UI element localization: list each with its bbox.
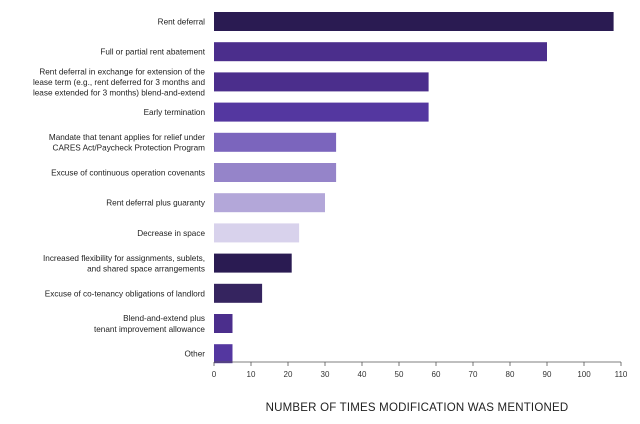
x-tick-label-11: 110 (615, 370, 628, 379)
bar-3 (214, 102, 429, 122)
category-label-line: Rent deferral (158, 18, 206, 27)
bar-9 (214, 283, 263, 303)
bar-0 (214, 12, 614, 31)
category-label-6: Rent deferral plus guaranty (106, 199, 206, 208)
bars (214, 12, 614, 364)
x-axis-title: NUMBER OF TIMES MODIFICATION WAS MENTION… (266, 402, 569, 414)
x-tick-label-4: 40 (358, 370, 367, 379)
x-tick-label-2: 20 (284, 370, 293, 379)
bar-6 (214, 193, 325, 213)
bar-5 (214, 163, 337, 182)
category-label-line: and shared space arrangements (87, 264, 205, 273)
bar-2 (214, 72, 429, 92)
category-label-line: Excuse of continuous operation covenants (51, 169, 205, 178)
category-label-line: Excuse of co-tenancy obligations of land… (45, 289, 206, 298)
x-tick-label-5: 50 (395, 370, 404, 379)
category-labels: Rent deferral Full or partial rent abatem… (33, 18, 206, 359)
category-label-line: Rent deferral plus guaranty (106, 199, 206, 208)
category-label-line: CARES Act/Paycheck Protection Program (53, 144, 206, 153)
category-label-line: lease extended for 3 months) blend-and-e… (33, 89, 205, 98)
bar-7 (214, 223, 300, 243)
category-label-line: Rent deferral in exchange for extension … (39, 67, 205, 76)
bar-8 (214, 253, 292, 273)
category-label-0: Rent deferral (158, 18, 206, 27)
category-label-line: Other (185, 350, 206, 359)
category-label-3: Early termination (144, 108, 206, 117)
x-tick-label-10: 100 (577, 370, 591, 379)
x-tick-label-7: 70 (469, 370, 478, 379)
x-axis-ticks: 0 10 20 30 40 50 60 70 80 90 100 110 (212, 362, 628, 379)
category-label-1: Full or partial rent abatement (100, 48, 205, 57)
category-label-line: Mandate that tenant applies for relief u… (49, 133, 205, 142)
x-tick-label-8: 80 (506, 370, 515, 379)
category-label-line: Full or partial rent abatement (100, 48, 205, 57)
category-label-line: Decrease in space (137, 229, 205, 238)
category-label-line: Increased flexibility for assignments, s… (43, 254, 205, 263)
category-label-line: lease term (e.g., rent deferred for 3 mo… (33, 78, 205, 87)
category-label-5: Excuse of continuous operation covenants (51, 169, 205, 178)
x-tick-label-9: 90 (543, 370, 552, 379)
bar-1 (214, 42, 547, 62)
category-label-line: Early termination (144, 108, 206, 117)
category-label-8: Increased flexibility for assignments, s… (43, 254, 205, 274)
category-label-line: tenant improvement allowance (94, 325, 205, 334)
category-label-11: Other (185, 350, 206, 359)
category-label-4: Mandate that tenant applies for relief u… (49, 133, 205, 153)
x-tick-label-3: 30 (321, 370, 330, 379)
x-tick-label-1: 10 (247, 370, 256, 379)
bar-4 (214, 132, 337, 152)
bar-11 (214, 344, 233, 364)
category-label-9: Excuse of co-tenancy obligations of land… (45, 289, 206, 298)
category-label-line: Blend-and-extend plus (123, 314, 205, 323)
bar-10 (214, 314, 233, 333)
x-tick-label-6: 60 (432, 370, 441, 379)
category-label-7: Decrease in space (137, 229, 205, 238)
category-label-10: Blend-and-extend plus tenant improvement … (94, 314, 205, 334)
category-label-2: Rent deferral in exchange for extension … (33, 67, 206, 97)
x-tick-label-0: 0 (212, 370, 217, 379)
